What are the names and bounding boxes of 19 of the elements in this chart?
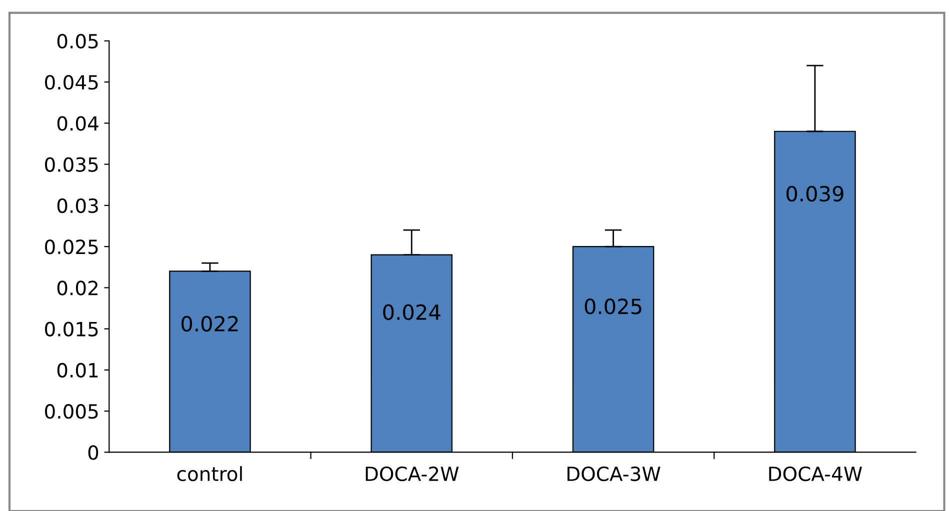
x-tick-label: DOCA-2W [366, 466, 459, 482]
y-tick-label: 0.04 [57, 116, 98, 131]
data-label: 0.025 [584, 298, 642, 314]
y-tick-label: 0.05 [57, 34, 98, 49]
x-tick-label: control [177, 466, 242, 482]
data-label: 0.039 [786, 186, 844, 202]
x-tick-label: DOCA-3W [568, 466, 660, 482]
y-tick-label: 0.015 [45, 322, 98, 336]
y-tick-label: 0.035 [45, 157, 98, 172]
y-tick-label: 0.005 [45, 404, 98, 419]
data-label: 0.024 [383, 304, 440, 320]
y-tick-label: 0.045 [45, 74, 98, 90]
y-tick-label: 0.02 [57, 280, 98, 296]
x-tick-label: DOCA-4W [769, 466, 862, 482]
y-tick-label: 0.03 [57, 198, 98, 214]
data-label: 0.022 [182, 316, 238, 332]
y-tick-label: 0.025 [45, 240, 98, 254]
y-tick-label: 0.01 [57, 362, 98, 378]
y-tick-label: 0 [88, 445, 98, 460]
